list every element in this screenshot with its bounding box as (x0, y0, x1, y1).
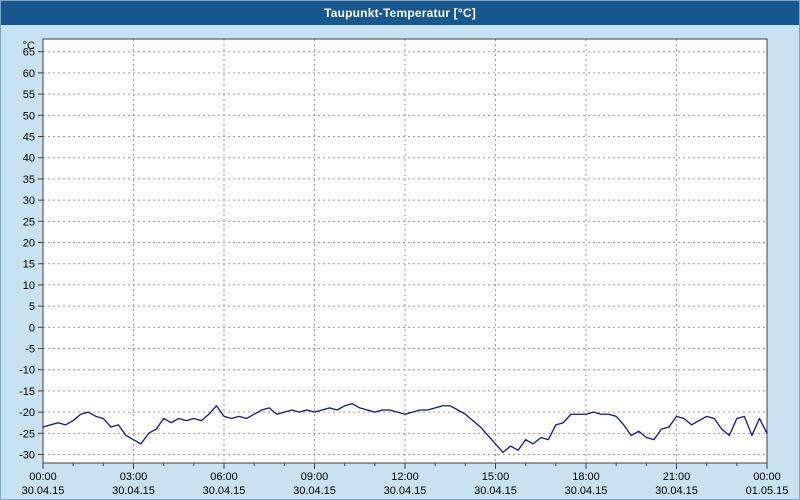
y-tick-label: 15 (23, 259, 35, 271)
y-tick-label: -20 (19, 407, 35, 419)
y-tick-label: 0 (29, 322, 35, 334)
x-tick-date-label: 30.04.15 (384, 485, 427, 497)
x-tick-time-label: 18:00 (572, 471, 600, 483)
y-tick-label: 45 (23, 132, 35, 144)
y-tick-label: 25 (23, 216, 35, 228)
y-tick-label: 30 (23, 195, 35, 207)
x-tick-time-label: 15:00 (482, 471, 510, 483)
x-tick-time-label: 00:00 (29, 471, 57, 483)
x-tick-date-label: 01.05.15 (746, 485, 789, 497)
x-tick-time-label: 21:00 (663, 471, 691, 483)
x-tick-date-label: 30.04.15 (474, 485, 517, 497)
x-tick-time-label: 09:00 (301, 471, 329, 483)
y-tick-label: 10 (23, 280, 35, 292)
y-tick-label: 5 (29, 301, 35, 313)
x-tick-time-label: 12:00 (391, 471, 419, 483)
y-tick-label: -5 (25, 344, 35, 356)
series-line (42, 402, 768, 454)
y-tick-label: -30 (19, 450, 35, 462)
y-tick-label: 50 (23, 110, 35, 122)
x-tick-date-label: 30.04.15 (293, 485, 336, 497)
y-tick-label: 65 (23, 47, 35, 59)
y-tick-label: -25 (19, 428, 35, 440)
x-tick-date-label: 30.04.15 (22, 485, 65, 497)
x-tick-date-label: 30.04.15 (565, 485, 608, 497)
x-tick-date-label: 30.04.15 (112, 485, 155, 497)
plot-border (42, 38, 768, 464)
y-tick-label: 40 (23, 153, 35, 165)
x-tick-time-label: 06:00 (210, 471, 238, 483)
dewpoint-line-chart: 65605550454035302520151050-5-10-15-20-25… (19, 38, 789, 497)
y-tick-label: 20 (23, 238, 35, 250)
y-tick-label: -10 (19, 365, 35, 377)
y-tick-label: -15 (19, 386, 35, 398)
chart-area: 65 60 55 50 45 40 35 30 25 20 15 10 5 0 -5 -10 -15 -20 -25… (1, 25, 799, 499)
chart-title-bar: Taupunkt-Temperatur [°C] (1, 1, 799, 25)
x-tick-time-label: 03:00 (120, 471, 148, 483)
y-tick-label: 55 (23, 89, 35, 101)
y-axis-unit-label: °C (23, 40, 35, 52)
x-tick-date-label: 30.04.15 (655, 485, 698, 497)
x-tick-time-label: 00:00 (753, 471, 781, 483)
y-tick-label: 60 (23, 68, 35, 80)
chart-title: Taupunkt-Temperatur [°C] (324, 6, 476, 20)
y-tick-label: 35 (23, 174, 35, 186)
x-tick-date-label: 30.04.15 (203, 485, 246, 497)
